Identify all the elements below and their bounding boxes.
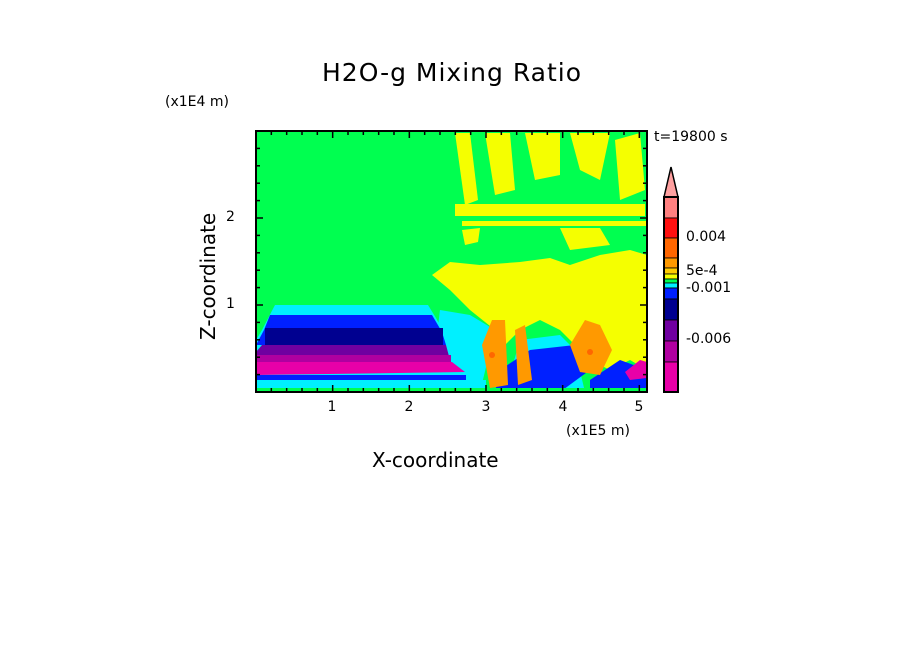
x-tick-label: 3: [481, 399, 491, 415]
colorbar: [663, 166, 679, 393]
colorbar-segment: [663, 298, 679, 321]
colorbar-label: -0.006: [686, 331, 732, 347]
x-unit-label: (x1E5 m): [566, 423, 630, 439]
orange-core: [482, 320, 508, 388]
y-tick-label: 1: [226, 296, 235, 312]
chart-title: H2O-g Mixing Ratio: [321, 58, 583, 87]
time-annotation: t=19800 s: [654, 129, 728, 145]
colorbar-segment: [663, 273, 679, 280]
darkblue-layer: [265, 328, 443, 345]
colorbar-frame: [663, 196, 679, 393]
x-tick-label: 5: [634, 399, 644, 415]
y-axis-label: Z-coordinate: [196, 212, 220, 340]
plot-frame: [255, 130, 648, 393]
x-tick-label: 4: [558, 399, 568, 415]
orange-core: [515, 325, 532, 385]
colorbar-segment: [663, 257, 679, 269]
magenta-layer: [256, 362, 465, 375]
colorbar-extend-triangle: [663, 166, 679, 198]
z-unit-label: (x1E4 m): [165, 94, 229, 110]
colorbar-segment: [663, 278, 679, 284]
yellow-streak: [485, 133, 515, 195]
y-tick-label: 2: [226, 209, 235, 225]
yellow-streak: [455, 133, 478, 205]
x-axis-label: X-coordinate: [372, 448, 499, 472]
colorbar-segment: [663, 340, 679, 363]
axis-ticks: [256, 131, 647, 392]
orange-core: [570, 320, 612, 375]
yellow-streak: [615, 133, 645, 200]
colorbar-segment: [663, 196, 679, 219]
colorbar-segment: [663, 237, 679, 259]
yellow-streak: [525, 133, 560, 180]
x-tick-label: 1: [327, 399, 337, 415]
colorbar-segment: [663, 267, 679, 275]
colorbar-segment: [663, 361, 679, 393]
yellow-streak: [570, 133, 610, 180]
colorbar-segment: [663, 287, 679, 300]
colorbar-label: 0.004: [686, 229, 727, 245]
colorbar-label: 5e-4: [686, 263, 718, 279]
colorbar-segment: [663, 217, 679, 239]
colorbar-segment: [663, 319, 679, 342]
yellow-band: [455, 204, 645, 216]
colorbar-segment: [663, 282, 679, 289]
x-tick-label: 2: [404, 399, 414, 415]
yellow-band: [462, 221, 647, 226]
colorbar-label: -0.001: [686, 280, 732, 296]
contour-field: [256, 131, 647, 392]
